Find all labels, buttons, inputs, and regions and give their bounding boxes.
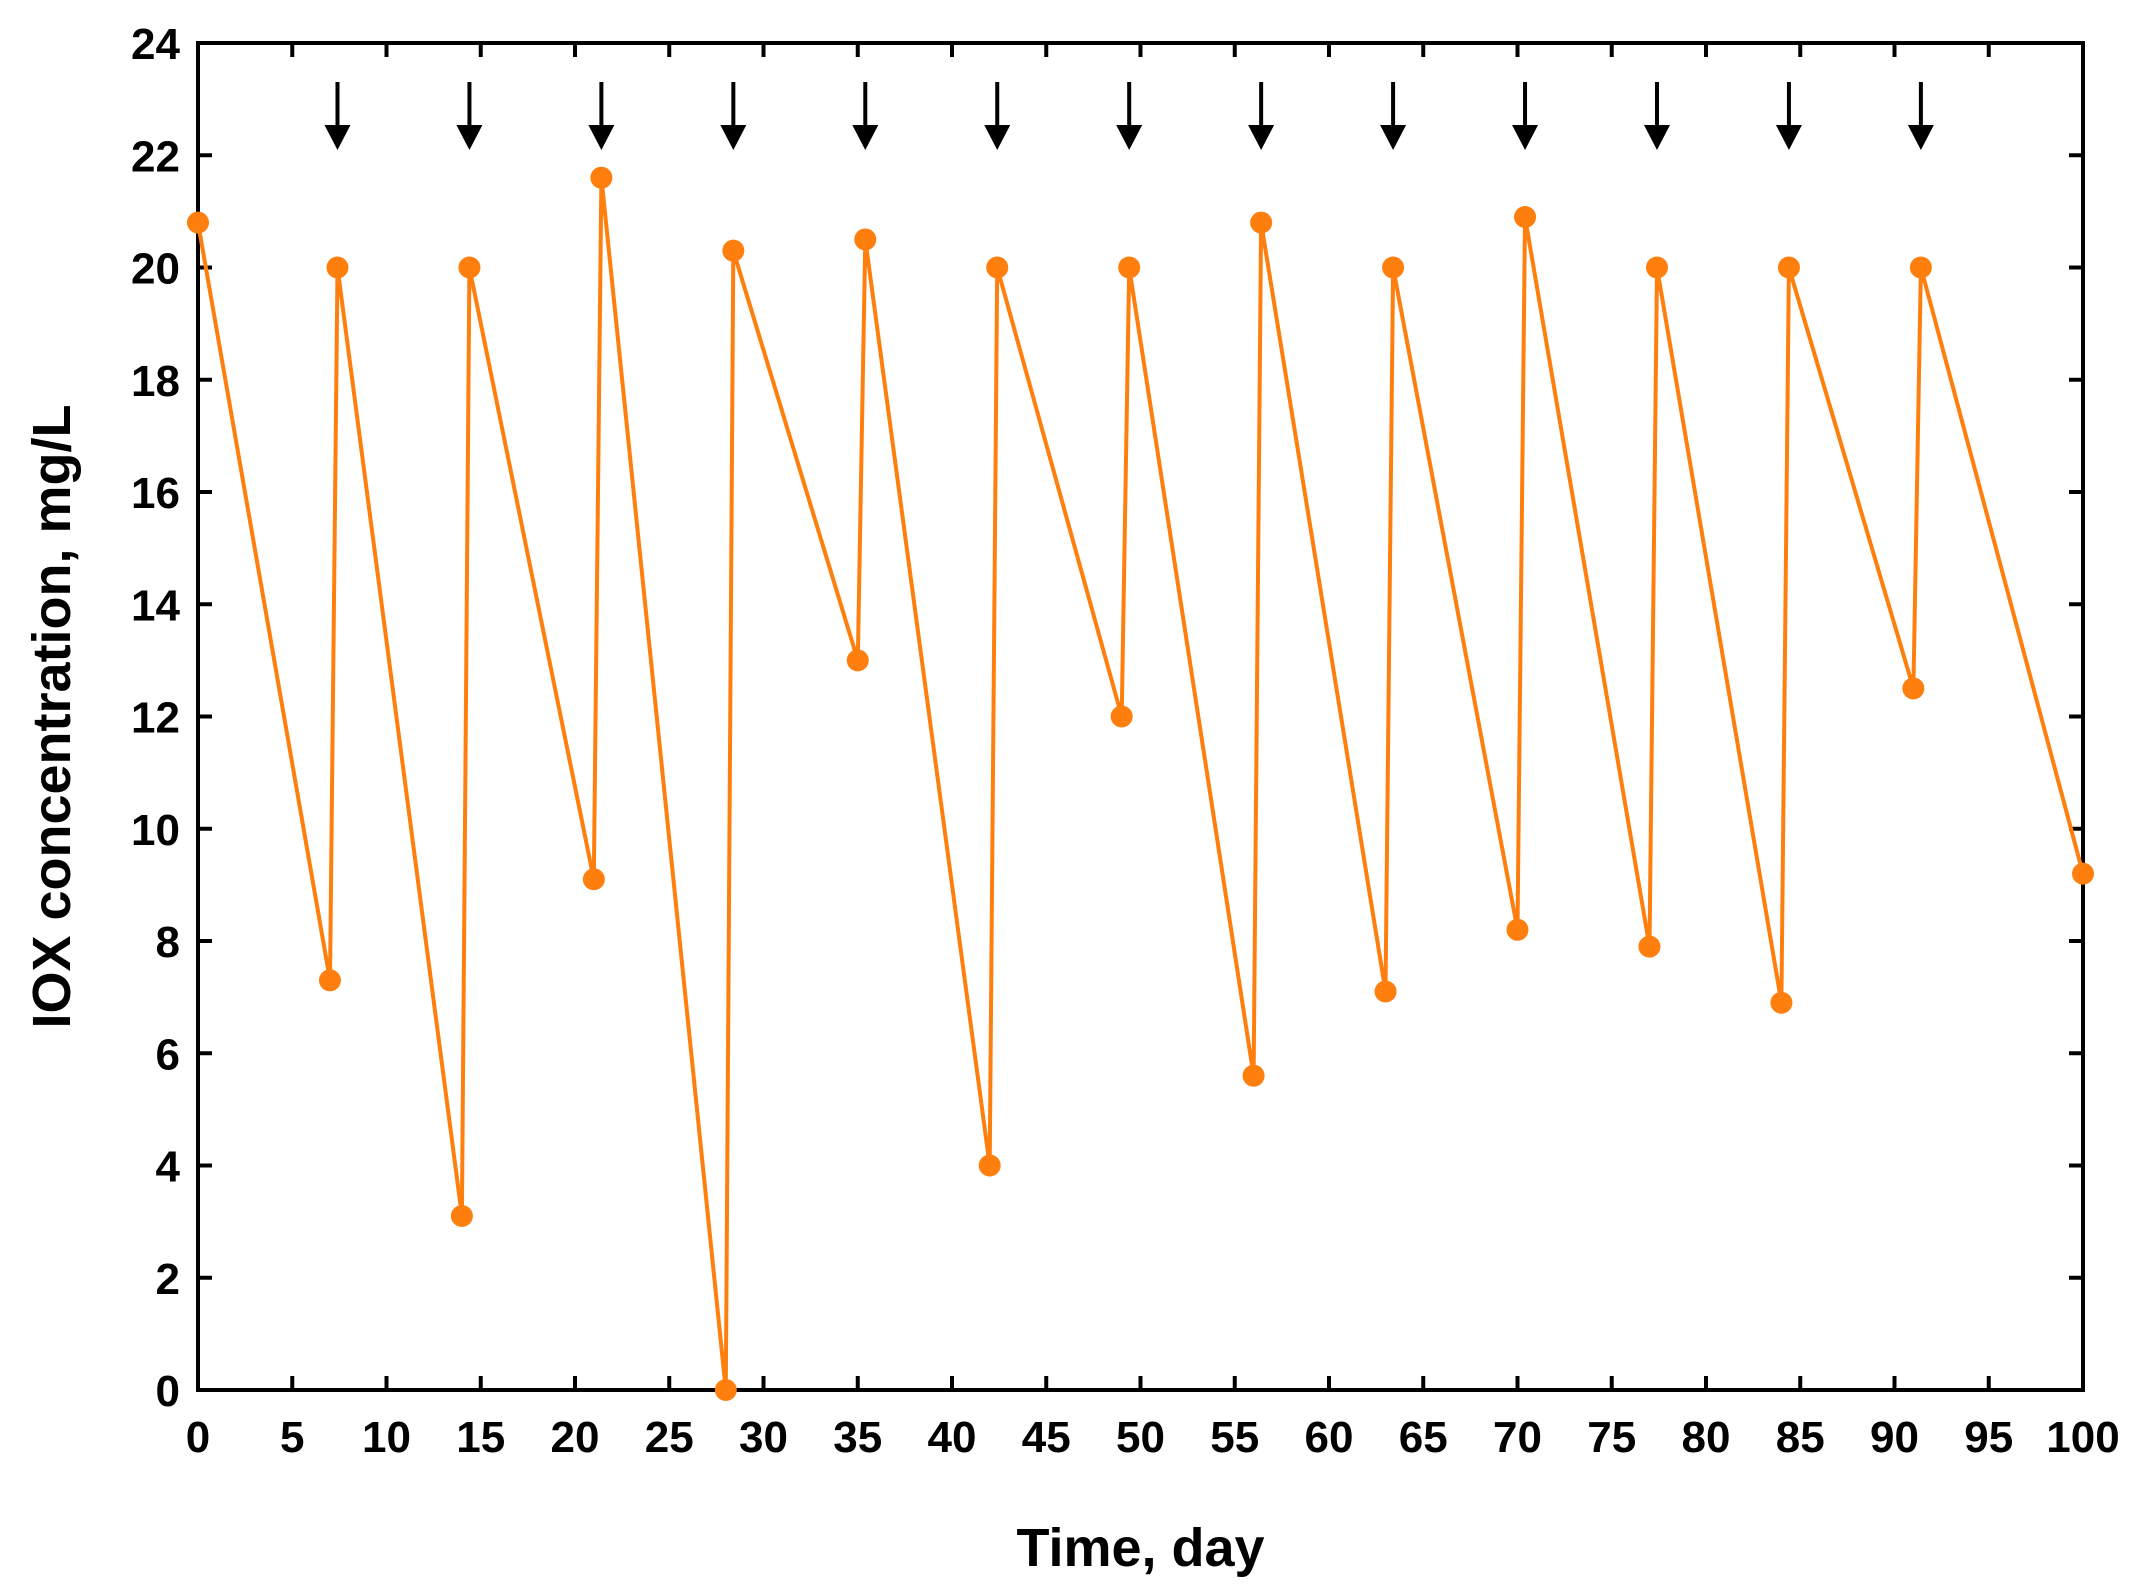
data-point: [1506, 918, 1529, 941]
x-tick-label: 20: [551, 1413, 600, 1462]
down-arrow-icon: [1380, 82, 1407, 150]
x-tick-label: 10: [362, 1413, 411, 1462]
data-point: [1250, 211, 1273, 234]
x-axis-ticks: 0 5 10 15 20 25 30 35 40 45 50 55 60 65 70 75 80 85 90 95 10…: [186, 43, 2120, 1462]
y-tick-label: 6: [156, 1030, 180, 1079]
y-tick-label: 8: [156, 918, 180, 967]
data-point: [1110, 705, 1133, 728]
data-point: [318, 969, 341, 992]
down-arrow-icon: [324, 82, 351, 150]
x-tick-label: 40: [928, 1413, 977, 1462]
plot-frame: [196, 41, 2085, 1392]
y-tick-label: 14: [131, 581, 180, 630]
down-arrow-icon: [1643, 82, 1670, 150]
data-point: [1118, 256, 1141, 279]
down-arrow-icon: [984, 82, 1011, 150]
data-point: [1770, 991, 1793, 1014]
x-tick-label: 25: [645, 1413, 694, 1462]
data-point: [590, 166, 613, 189]
x-axis-title: Time, day: [1016, 1518, 1264, 1578]
series-line: [196, 175, 2085, 1392]
data-point: [1374, 980, 1397, 1003]
y-tick-label: 10: [131, 806, 180, 855]
data-point: [986, 256, 1009, 279]
data-point: [187, 211, 209, 234]
x-tick-label: 70: [1493, 1413, 1542, 1462]
data-point: [1382, 256, 1405, 279]
x-tick-label: 85: [1776, 1413, 1825, 1462]
down-arrow-icon: [588, 82, 615, 150]
y-tick-label: 18: [131, 357, 180, 406]
x-tick-label: 0: [186, 1413, 210, 1462]
y-tick-label: 24: [131, 20, 180, 69]
down-arrow-icon: [1512, 82, 1539, 150]
data-point: [450, 1205, 473, 1228]
dose-arrows: [324, 82, 1934, 150]
x-tick-label: 5: [280, 1413, 304, 1462]
y-axis-title: IOX concentration, mg/L: [22, 404, 82, 1028]
x-tick-label: 55: [1210, 1413, 1259, 1462]
data-point: [978, 1154, 1001, 1177]
down-arrow-icon: [852, 82, 879, 150]
data-point: [722, 239, 745, 262]
down-arrow-icon: [1116, 82, 1143, 150]
data-point: [1902, 677, 1925, 700]
y-tick-label: 20: [131, 245, 180, 294]
down-arrow-icon: [1775, 82, 1802, 150]
x-tick-label: 35: [833, 1413, 882, 1462]
data-point: [1514, 205, 1537, 228]
data-point: [2072, 862, 2094, 885]
x-tick-label: 60: [1305, 1413, 1354, 1462]
x-tick-label: 75: [1587, 1413, 1636, 1462]
data-point: [1638, 935, 1661, 958]
x-tick-label: 95: [1964, 1413, 2013, 1462]
x-tick-label: 30: [739, 1413, 788, 1462]
data-point: [854, 228, 877, 251]
x-tick-label: 45: [1022, 1413, 1071, 1462]
data-point: [714, 1379, 737, 1401]
data-point: [1777, 256, 1800, 279]
down-arrow-icon: [1907, 82, 1934, 150]
y-tick-label: 4: [156, 1143, 181, 1192]
data-point: [1645, 256, 1668, 279]
x-tick-label: 50: [1116, 1413, 1165, 1462]
data-point: [326, 256, 349, 279]
data-point: [1909, 256, 1932, 279]
down-arrow-icon: [456, 82, 483, 150]
y-tick-label: 0: [156, 1367, 180, 1416]
x-tick-label: 15: [456, 1413, 505, 1462]
down-arrow-icon: [1248, 82, 1275, 150]
y-tick-label: 16: [131, 469, 180, 518]
y-tick-label: 22: [131, 132, 180, 181]
data-point: [1242, 1064, 1265, 1087]
data-point: [846, 649, 869, 672]
x-tick-label: 80: [1682, 1413, 1731, 1462]
x-tick-label: 100: [2046, 1413, 2119, 1462]
series-points: [187, 166, 2094, 1401]
y-tick-label: 2: [156, 1255, 180, 1304]
data-point: [458, 256, 481, 279]
x-tick-label: 90: [1870, 1413, 1919, 1462]
data-point: [582, 868, 605, 891]
y-tick-label: 12: [131, 694, 180, 743]
down-arrow-icon: [720, 82, 747, 150]
x-tick-label: 65: [1399, 1413, 1448, 1462]
